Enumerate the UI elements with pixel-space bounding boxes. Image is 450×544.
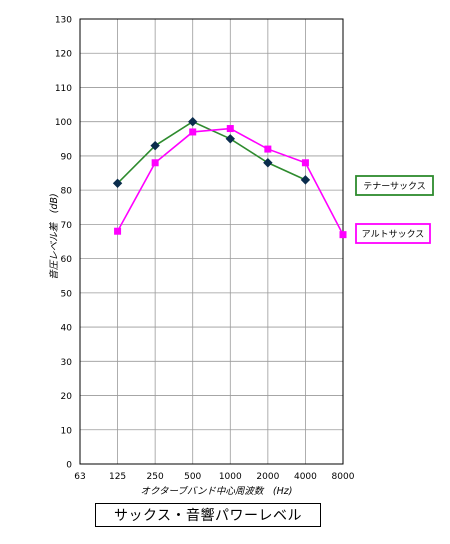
chart-caption: サックス・音響パワーレベル [95, 503, 321, 527]
series-1-point [300, 175, 311, 185]
x-tick-label: 1000 [219, 472, 242, 482]
series-1-point [112, 178, 123, 189]
series-2-point [151, 159, 159, 167]
y-tick-label: 70 [61, 221, 73, 231]
x-tick-label: 63 [74, 472, 85, 482]
series-2-point [226, 125, 234, 133]
y-tick-label: 30 [61, 358, 73, 368]
x-tick-label: 125 [109, 472, 126, 482]
series [112, 116, 347, 239]
legend-box-2 [355, 223, 431, 244]
x-tick-label: 250 [147, 472, 164, 482]
y-tick-label: 40 [61, 324, 73, 334]
y-tick-label: 100 [55, 118, 72, 128]
series-2-point [301, 159, 309, 167]
grid [79, 18, 344, 465]
legend-label-1: テナーサックス [363, 181, 426, 192]
series-1-point [150, 140, 160, 151]
axes [79, 18, 344, 465]
series-2-point [189, 128, 197, 136]
y-tick-label: 10 [61, 426, 73, 436]
y-tick-label: 90 [61, 152, 73, 162]
legend-box-1 [355, 175, 434, 196]
series-2-point [339, 231, 347, 239]
x-tick-labels: 63 125 250 500 1000 2000 4000 8000 [74, 472, 354, 482]
series-2-point [114, 227, 122, 235]
series-1-point [188, 116, 198, 127]
x-tick-label: 8000 [332, 472, 355, 482]
x-tick-label: 4000 [294, 472, 317, 482]
x-axis-label: オクターブバンド中心周波数 (Hz) [141, 485, 293, 497]
y-tick-label: 20 [61, 392, 73, 402]
x-tick-label: 2000 [256, 472, 279, 482]
y-tick-label: 130 [55, 16, 72, 26]
x-tick-label: 500 [184, 472, 201, 482]
y-tick-label: 50 [61, 289, 73, 299]
y-tick-label: 80 [61, 187, 73, 197]
series-2-point [264, 145, 272, 153]
y-tick-label: 110 [55, 84, 72, 94]
legend-label-2: アルトサックス [362, 229, 425, 240]
y-tick-labels: 0 10 20 30 40 50 60 70 80 90 100 110 120 130 [55, 16, 72, 471]
y-axis-label: 音圧レベル差 (dB) [48, 193, 60, 279]
y-tick-label: 120 [55, 50, 72, 60]
series-1-point [225, 134, 235, 144]
plot-frame [79, 18, 344, 465]
y-tick-label: 60 [61, 255, 73, 265]
y-tick-label: 0 [66, 461, 72, 471]
series-1-point [263, 158, 273, 168]
